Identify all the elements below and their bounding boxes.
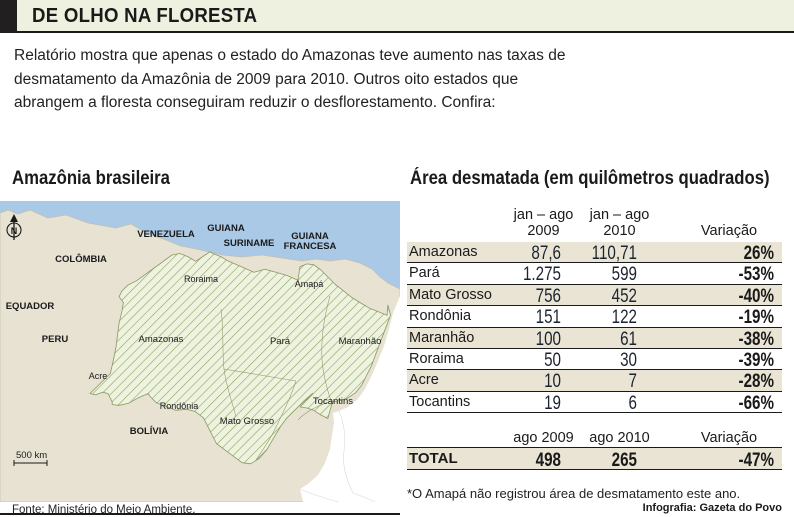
svg-text:500 km: 500 km: [16, 450, 47, 461]
svg-text:Acre: Acre: [89, 371, 108, 381]
svg-text:FRANCESA: FRANCESA: [284, 241, 337, 252]
svg-text:Roraima: Roraima: [184, 274, 218, 284]
svg-text:SURINAME: SURINAME: [224, 238, 275, 249]
svg-text:BOLÍVIA: BOLÍVIA: [130, 426, 169, 437]
svg-text:N: N: [11, 226, 18, 236]
svg-text:Amapá: Amapá: [295, 279, 324, 289]
svg-text:Mato Grosso: Mato Grosso: [220, 416, 274, 427]
svg-text:Tocantins: Tocantins: [313, 396, 353, 407]
svg-text:Rondônia: Rondônia: [160, 401, 199, 411]
svg-text:PERU: PERU: [42, 334, 69, 345]
svg-text:EQUADOR: EQUADOR: [6, 301, 55, 312]
svg-text:COLÔMBIA: COLÔMBIA: [55, 253, 107, 265]
svg-text:Pará: Pará: [270, 336, 291, 347]
svg-text:Amazonas: Amazonas: [139, 334, 184, 345]
svg-text:GUIANA: GUIANA: [207, 223, 245, 234]
svg-text:Maranhão: Maranhão: [339, 336, 382, 347]
svg-text:VENEZUELA: VENEZUELA: [137, 229, 195, 240]
